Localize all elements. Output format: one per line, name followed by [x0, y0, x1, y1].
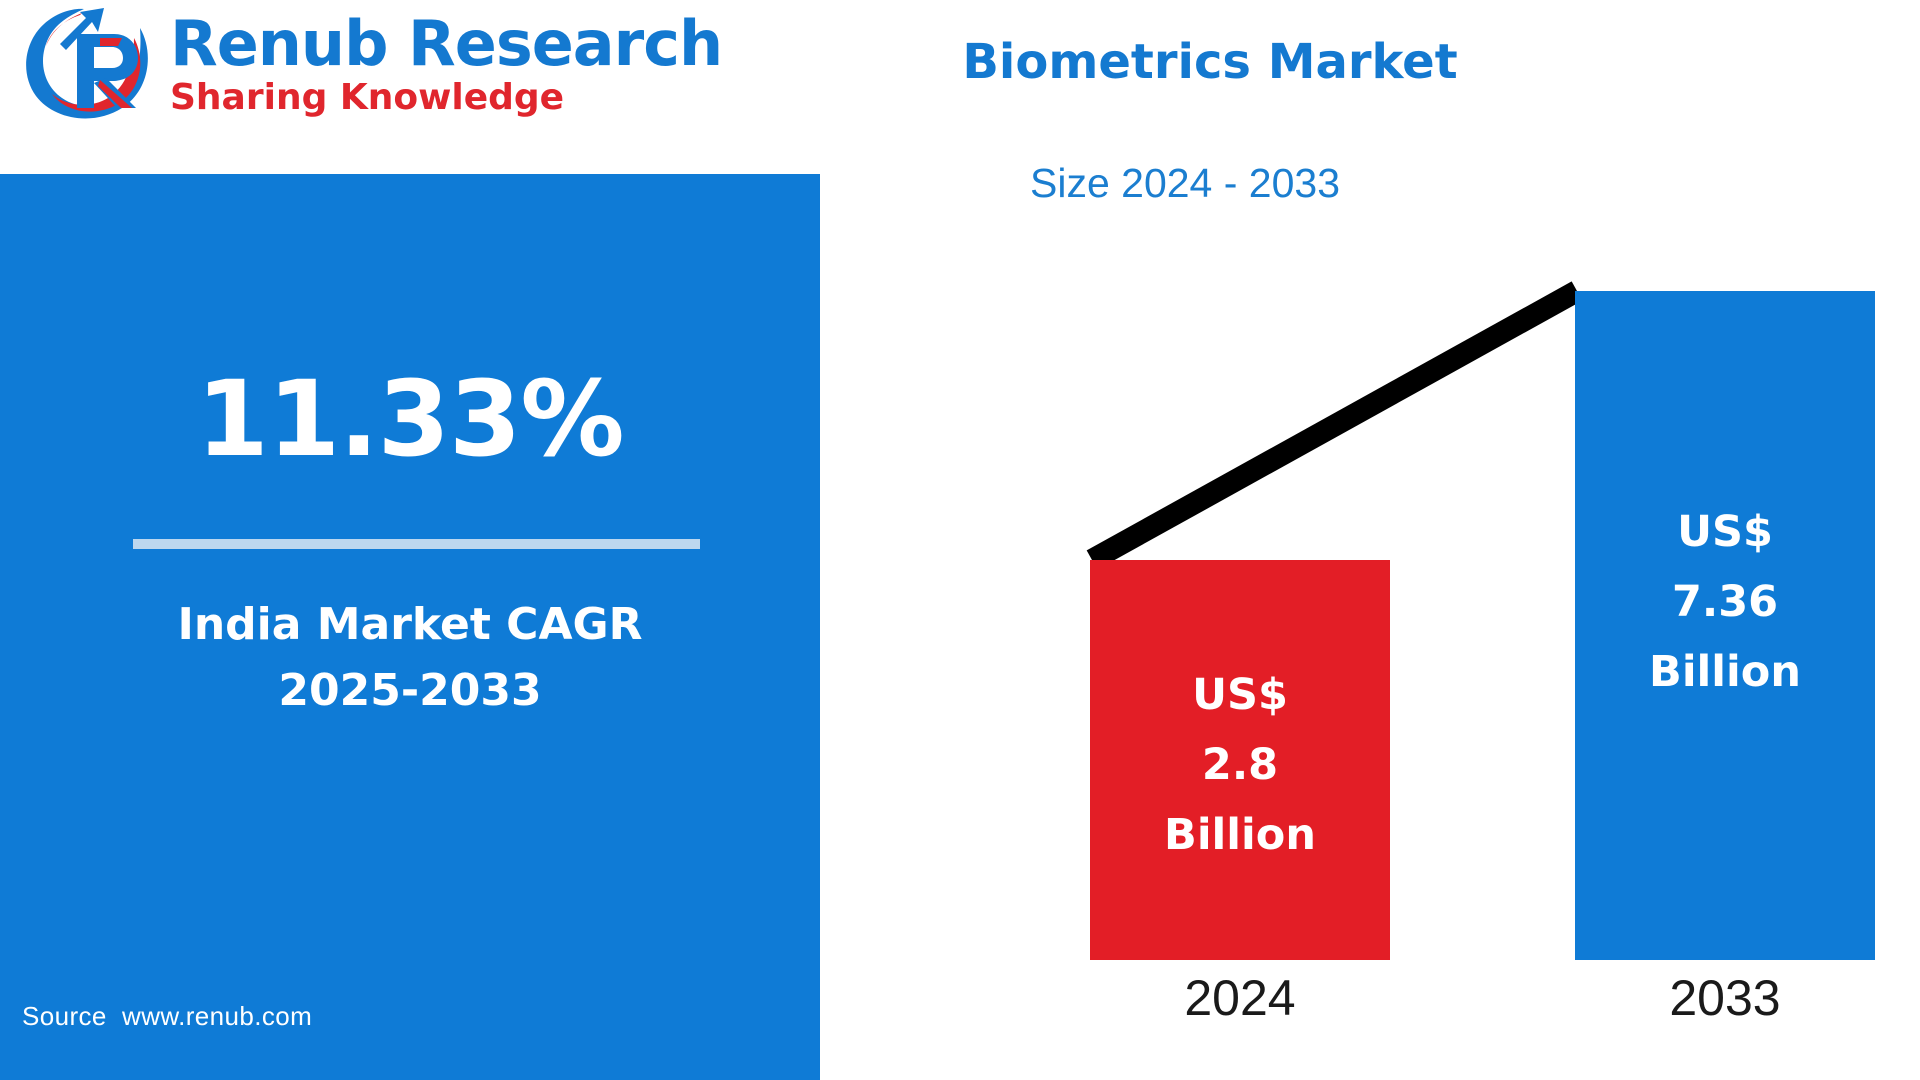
bar-2033-currency: US$: [1677, 507, 1773, 557]
bar-2024-number: 2.8: [1201, 740, 1279, 790]
bar-2024-value-label: US$ 2.8 Billion: [1090, 660, 1390, 870]
renub-r-arrow-logo-icon: [22, 4, 162, 126]
cagr-value: 11.33%: [196, 358, 624, 480]
chart-area: Biometrics Market Size 2024 - 2033 US$ 2…: [820, 0, 1920, 1080]
brand-wordmark: Renub Research Sharing Knowledge: [170, 7, 723, 118]
bar-2024-unit: Billion: [1164, 810, 1316, 860]
cagr-label-line1: India Market CAGR: [177, 599, 643, 650]
axis-label-2033: 2033: [1669, 970, 1781, 1026]
chart-subtitle: Size 2024 - 2033: [1030, 160, 1341, 206]
bar-2024-currency: US$: [1192, 670, 1288, 720]
bar-2024: US$ 2.8 Billion: [1090, 560, 1390, 960]
bar-2033: US$ 7.36 Billion: [1575, 291, 1875, 960]
cagr-stat-panel: 11.33% India Market CAGR 2025-2033 Sourc…: [0, 174, 820, 1080]
axis-label-2024: 2024: [1184, 970, 1296, 1026]
brand-name: Renub Research: [170, 7, 723, 80]
bar-2033-number: 7.36: [1671, 577, 1779, 627]
brand-logo: Renub Research Sharing Knowledge: [22, 4, 723, 129]
cagr-label: India Market CAGR 2025-2033: [0, 592, 820, 724]
page-title: Biometrics Market: [962, 34, 1458, 90]
stat-divider: [133, 539, 700, 549]
brand-tagline: Sharing Knowledge: [170, 77, 565, 118]
source-note: Source www.renub.com: [22, 1001, 313, 1031]
bar-2033-value-label: US$ 7.36 Billion: [1575, 497, 1875, 707]
cagr-label-line2: 2025-2033: [278, 665, 542, 716]
bar-2033-unit: Billion: [1649, 647, 1801, 697]
